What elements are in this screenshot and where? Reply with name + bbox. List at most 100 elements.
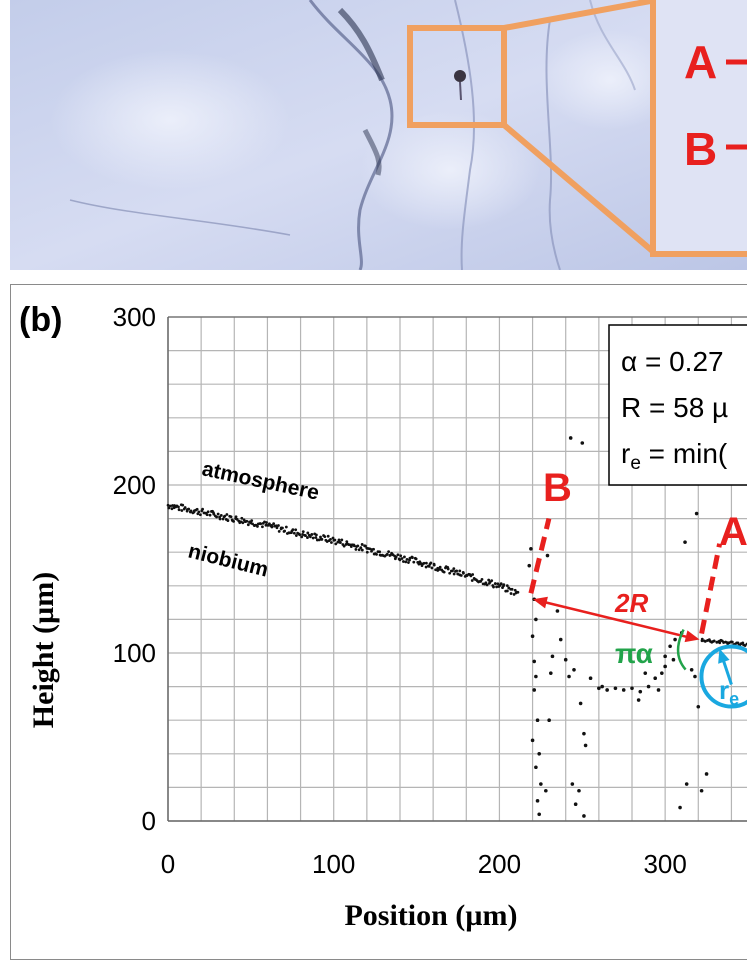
data-point (636, 698, 641, 702)
point-a-marker (699, 543, 723, 635)
data-point (403, 555, 406, 559)
data-point (534, 674, 538, 679)
data-point (530, 634, 535, 638)
data-point (402, 560, 405, 563)
data-point (336, 540, 340, 544)
data-point (438, 567, 441, 571)
data-point (656, 688, 661, 692)
data-point (414, 557, 418, 561)
y-tick-label: 0 (142, 806, 156, 836)
y-tick-label: 100 (113, 638, 156, 668)
data-point (234, 515, 238, 519)
data-point (205, 513, 209, 517)
data-point (492, 585, 495, 589)
data-point (547, 718, 551, 722)
data-point (438, 565, 442, 569)
chart-panel: 0 100 200 300 0 100 200 300 (b) Height (µm) Pos… (10, 284, 747, 960)
data-point (563, 657, 568, 662)
data-point (448, 571, 452, 575)
data-point (505, 589, 509, 593)
data-point (550, 654, 555, 659)
data-point (532, 688, 537, 692)
data-point (535, 718, 540, 722)
data-point (535, 799, 540, 803)
data-point (404, 560, 408, 564)
panel-label: (b) (19, 301, 62, 339)
data-point (704, 772, 709, 776)
data-point (198, 513, 202, 517)
data-point (385, 552, 389, 556)
data-point (340, 538, 344, 542)
data-point (673, 637, 677, 642)
angle-arc (676, 629, 687, 671)
data-point (197, 510, 201, 514)
data-point (364, 544, 367, 548)
data-point (319, 535, 322, 539)
data-point (334, 542, 338, 546)
data-point (396, 553, 400, 557)
data-point (513, 588, 517, 592)
data-point (430, 566, 434, 570)
data-point (189, 509, 193, 513)
data-point (434, 568, 437, 572)
data-point (446, 567, 450, 571)
data-point (226, 519, 230, 522)
data-point (259, 522, 263, 526)
gap-label: 2R (614, 588, 648, 618)
data-point (534, 617, 538, 622)
data-point (638, 689, 643, 694)
x-axis-label: Position (µm) (344, 899, 517, 932)
data-point (181, 503, 185, 507)
data-point (265, 521, 268, 524)
data-point (337, 538, 341, 542)
data-point (583, 743, 588, 748)
data-point (495, 585, 499, 589)
data-point (530, 738, 535, 743)
data-point (168, 504, 172, 508)
data-point (180, 509, 184, 512)
data-point (429, 561, 433, 565)
data-point (422, 561, 426, 565)
data-point (490, 579, 494, 583)
data-point (471, 573, 475, 576)
data-point (320, 537, 324, 541)
data-point (399, 554, 403, 558)
data-point (529, 547, 533, 551)
data-point (250, 519, 254, 523)
data-point (539, 782, 543, 786)
x-tick-label: 0 (161, 849, 175, 879)
data-point (372, 547, 375, 551)
data-point (323, 535, 327, 539)
data-point (568, 436, 573, 440)
data-point (281, 526, 284, 530)
data-point (532, 659, 537, 664)
data-point (696, 704, 701, 709)
data-point (572, 668, 576, 672)
data-point (300, 535, 304, 539)
data-point (284, 525, 288, 529)
data-point (509, 592, 513, 595)
data-point (549, 671, 553, 675)
data-point (219, 514, 223, 517)
data-point (544, 788, 548, 793)
data-point (663, 664, 667, 669)
data-point (333, 538, 337, 542)
data-point (470, 579, 474, 582)
data-point (660, 671, 664, 675)
data-point (221, 517, 225, 521)
data-point (671, 657, 676, 662)
angle-label: πα (615, 638, 653, 669)
radius-label: re (719, 675, 739, 709)
data-point (387, 550, 390, 554)
x-tick-label: 300 (643, 849, 686, 879)
data-point (261, 525, 264, 529)
data-point (277, 529, 281, 533)
data-point (730, 640, 734, 644)
data-point (354, 548, 358, 551)
data-point (218, 517, 222, 521)
data-point (301, 530, 305, 534)
data-point (555, 609, 560, 613)
data-point (424, 561, 428, 565)
data-point (398, 558, 402, 562)
x-tick-label: 200 (478, 849, 521, 879)
